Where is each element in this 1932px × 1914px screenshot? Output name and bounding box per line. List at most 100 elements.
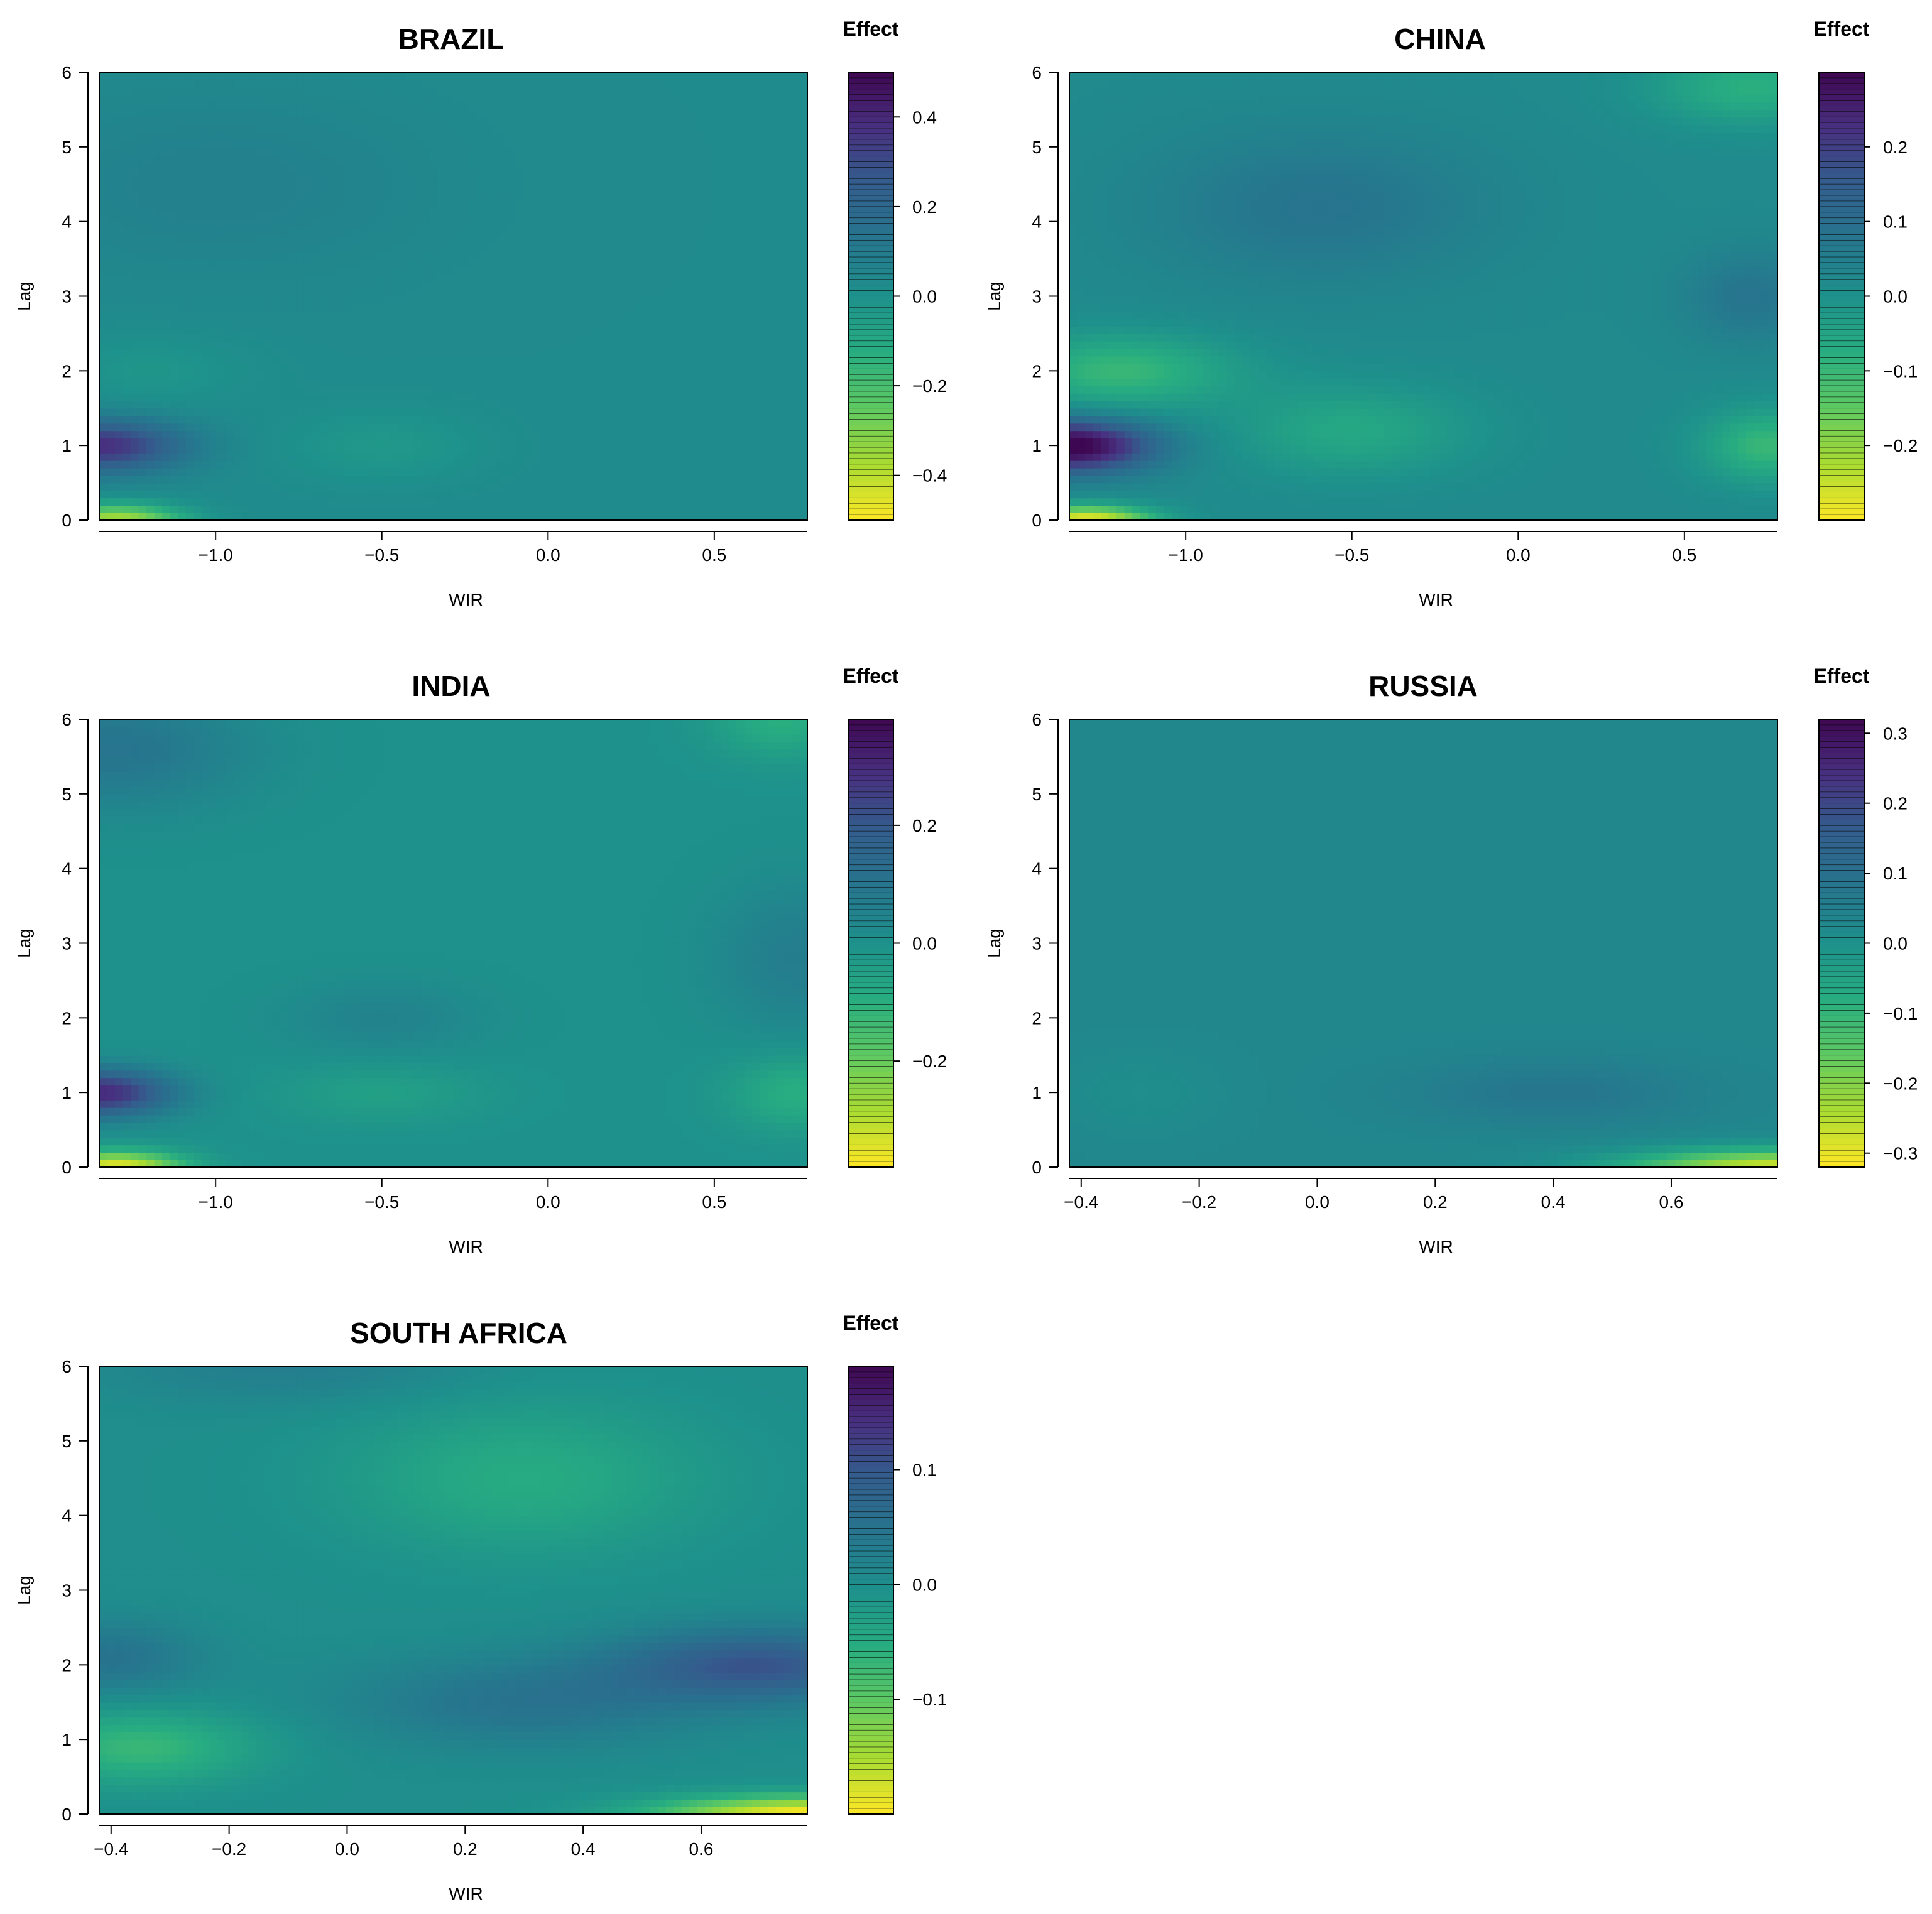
heatmap-cell [571, 416, 579, 424]
heatmap-cell [202, 192, 210, 200]
heatmap-cell [461, 87, 469, 95]
heatmap-cell [146, 468, 155, 476]
heatmap-cell [618, 199, 626, 207]
heatmap-cell [603, 72, 611, 80]
heatmap-cell [265, 401, 273, 409]
heatmap-cell [635, 483, 643, 491]
heatmap-cell [398, 177, 407, 185]
heatmap-cell [437, 124, 445, 133]
heatmap-cell [430, 445, 438, 454]
heatmap-cell [99, 147, 107, 155]
heatmap-cell [320, 147, 328, 155]
heatmap-cell [304, 453, 312, 461]
heatmap-cell [666, 393, 674, 401]
heatmap-cell [99, 266, 107, 275]
heatmap-cell [587, 266, 595, 275]
heatmap-cell [374, 199, 383, 207]
heatmap-cell [445, 513, 454, 521]
heatmap-cell [445, 476, 454, 484]
heatmap-cell [516, 199, 525, 207]
heatmap-cell [390, 169, 398, 177]
heatmap-cell [422, 460, 430, 469]
heatmap-cell [516, 423, 525, 432]
heatmap-cell [516, 139, 525, 148]
heatmap-cell [304, 498, 312, 506]
heatmap-cell [595, 341, 603, 349]
heatmap-cell [745, 408, 753, 416]
heatmap-cell [367, 386, 375, 394]
heatmap-cell [327, 356, 336, 364]
heatmap-cell [745, 192, 753, 200]
heatmap-cell [745, 259, 753, 267]
heatmap-cell [445, 349, 454, 357]
heatmap-cell [721, 349, 729, 357]
heatmap-cell [493, 416, 501, 424]
heatmap-cell [383, 311, 391, 319]
heatmap-cell [296, 199, 304, 207]
heatmap-cell [272, 207, 280, 215]
heatmap-cell [485, 281, 493, 290]
heatmap-cell [437, 102, 445, 111]
heatmap-cell [508, 483, 516, 491]
heatmap-cell [367, 430, 375, 438]
heatmap-cell [209, 356, 217, 364]
heatmap-cell [398, 311, 407, 319]
heatmap-cell [217, 378, 226, 386]
heatmap-cell [705, 296, 713, 305]
heatmap-cell [265, 80, 273, 88]
heatmap-cell [209, 513, 217, 521]
heatmap-cell [493, 296, 501, 305]
heatmap-cell [367, 460, 375, 469]
heatmap-cell [374, 341, 383, 349]
heatmap-cell [162, 199, 170, 207]
heatmap-cell [524, 453, 532, 461]
heatmap-cell [532, 468, 540, 476]
heatmap-cell [571, 289, 579, 297]
heatmap-cell [194, 483, 202, 491]
heatmap-cell [414, 453, 422, 461]
heatmap-cell [454, 513, 462, 521]
heatmap-cell [351, 251, 359, 259]
heatmap-cell [336, 393, 344, 401]
heatmap-cell [233, 155, 241, 163]
heatmap-cell [256, 513, 265, 521]
heatmap-cell [265, 490, 273, 498]
heatmap-cell [422, 326, 430, 334]
heatmap-cell [697, 498, 706, 506]
heatmap-cell [689, 169, 697, 177]
heatmap-cell [501, 80, 509, 88]
heatmap-cell [579, 386, 587, 394]
heatmap-cell [131, 460, 139, 469]
heatmap-cell [312, 326, 320, 334]
heatmap-cell [115, 192, 123, 200]
heatmap-cell [217, 102, 226, 111]
heatmap-cell [437, 244, 445, 252]
heatmap-cell [626, 266, 635, 275]
heatmap-cell [587, 416, 595, 424]
heatmap-cell [689, 207, 697, 215]
heatmap-cell [233, 430, 241, 438]
heatmap-cell [626, 162, 635, 170]
heatmap-cell [445, 192, 454, 200]
heatmap-cell [540, 505, 548, 513]
heatmap-cell [202, 371, 210, 379]
heatmap-cell [265, 184, 273, 192]
heatmap-cell [603, 184, 611, 192]
heatmap-cell [280, 303, 288, 312]
heatmap-cell [477, 356, 485, 364]
heatmap-cell [131, 430, 139, 438]
heatmap-cell [674, 513, 682, 521]
heatmap-cell [713, 124, 721, 133]
heatmap-cell [587, 490, 595, 498]
heatmap-cell [501, 244, 509, 252]
heatmap-cell [729, 214, 737, 222]
heatmap-cell [635, 401, 643, 409]
heatmap-cell [288, 378, 297, 386]
heatmap-cell [595, 102, 603, 111]
heatmap-cell [666, 214, 674, 222]
heatmap-cell [343, 498, 351, 506]
heatmap-cell [635, 199, 643, 207]
heatmap-cell [225, 468, 233, 476]
heatmap-cell [595, 80, 603, 88]
heatmap-cell [398, 244, 407, 252]
